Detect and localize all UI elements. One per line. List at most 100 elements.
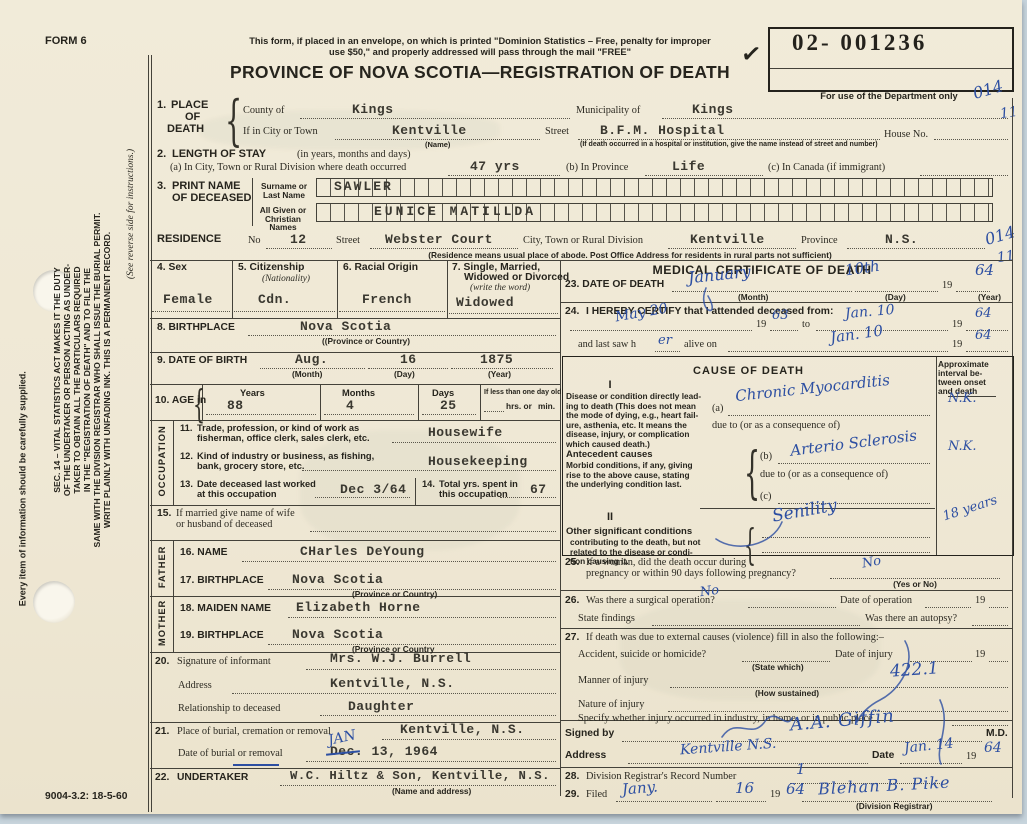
s15-label-2: or husband of deceased xyxy=(176,519,273,530)
bleed-through-smudge xyxy=(620,600,880,700)
cell-divider xyxy=(173,540,174,652)
s1-label-of: OF xyxy=(185,111,201,123)
s2b-value: Life xyxy=(672,159,706,174)
city-value: Kentville xyxy=(392,123,467,138)
line xyxy=(570,329,752,331)
line xyxy=(670,686,1008,688)
s24-last-saw-label: and last saw h xyxy=(578,339,637,350)
s2a-value: 47 yrs xyxy=(470,159,520,174)
s11-number: 11. xyxy=(180,423,193,433)
municipality-label: Municipality of xyxy=(576,105,641,116)
s24-label: I HEREBY CERTIFY that I attended decease… xyxy=(586,306,834,317)
line xyxy=(728,350,948,352)
age-min-label: min. xyxy=(538,401,556,411)
signed-19: 19 xyxy=(966,751,977,762)
age-days-value: 25 xyxy=(440,398,457,413)
cell-divider xyxy=(232,260,233,318)
line xyxy=(956,290,990,292)
line xyxy=(268,643,556,645)
handwritten-checkmark: ✓ xyxy=(739,39,763,70)
mother-birthplace-value: Nova Scotia xyxy=(292,627,384,642)
other-conditions-label: Other significant conditions xyxy=(566,526,693,537)
s10-brace: { xyxy=(193,382,206,426)
line xyxy=(248,334,556,336)
s27-how-note: (How sustained) xyxy=(755,688,820,698)
rule xyxy=(150,540,560,541)
line xyxy=(315,496,410,498)
birth-month-value: Aug. xyxy=(295,352,329,367)
s11-label-1: Trade, profession, or kind of work as xyxy=(197,423,360,433)
line xyxy=(206,413,316,415)
attended-from-year: 63 xyxy=(772,308,789,323)
line xyxy=(268,588,556,590)
cell-divider xyxy=(418,384,419,420)
interval-column-divider xyxy=(936,357,937,555)
line xyxy=(232,692,556,694)
given-names-label: All Given or Christian Names xyxy=(259,205,307,233)
s28-number: 28. xyxy=(565,771,580,782)
filed-day-value: 16 xyxy=(735,779,755,797)
residence-division-line xyxy=(668,247,796,249)
s27-ash-label: Accident, suicide or homicide? xyxy=(578,649,707,660)
s24-19b: 19 xyxy=(952,319,963,330)
s8-label: 8. BIRTHPLACE xyxy=(157,322,235,333)
s2b-line xyxy=(645,174,763,176)
s2c-line xyxy=(920,174,1008,176)
s3-label-2: OF DECEASED xyxy=(172,192,252,204)
house-no-line xyxy=(934,138,1008,140)
line xyxy=(306,760,556,762)
given-names-grid xyxy=(316,203,993,222)
s27-label: If death was due to external causes (vio… xyxy=(586,632,884,643)
line xyxy=(762,551,930,553)
antecedent-brace: { xyxy=(744,441,761,506)
s1-label-place: PLACE xyxy=(171,99,209,111)
signed-year-value: 64 xyxy=(984,740,1002,756)
stub-every-item-note: Every item of information should be care… xyxy=(17,371,28,607)
s2-number: 2. xyxy=(157,148,167,160)
occupation-side-label: OCCUPATION xyxy=(157,425,168,497)
roman-numeral-one: I xyxy=(608,379,612,391)
residence-province-line xyxy=(847,247,985,249)
s26-number: 26. xyxy=(565,595,580,606)
municipality-line xyxy=(662,117,1008,119)
mother-side-label: MOTHER xyxy=(157,599,168,647)
s5-note: (Nationality) xyxy=(262,274,311,284)
mother-name-value: Elizabeth Horne xyxy=(296,600,421,615)
s3-label-1: PRINT NAME xyxy=(172,180,241,192)
rule xyxy=(150,596,560,597)
cell-divider xyxy=(337,260,338,318)
city-label: If in City or Town xyxy=(243,126,318,137)
racial-origin-value: French xyxy=(362,292,412,307)
rule xyxy=(150,420,560,421)
s13-label-2: at this occupation xyxy=(197,489,277,499)
attended-to-value: Jan. 10 xyxy=(844,301,896,323)
s16-label: 16. NAME xyxy=(180,547,228,558)
rule xyxy=(560,767,1012,768)
burial-place-value: Kentville, N.S. xyxy=(400,722,525,737)
rule xyxy=(700,508,935,509)
rule xyxy=(150,768,560,769)
cell-divider xyxy=(173,420,174,505)
line xyxy=(616,800,712,802)
s8-note: ((Province or Country) xyxy=(322,336,411,346)
line xyxy=(966,329,1008,331)
mail-notice-line1: This form, if placed in an envelope, on … xyxy=(249,36,711,46)
operation-answer: No xyxy=(699,582,721,601)
s26-autopsy-label: Was there an autopsy? xyxy=(865,613,958,624)
date-label: Date xyxy=(872,750,895,761)
s7-label-2: Widowed or Divorced xyxy=(464,272,570,283)
s28-label: Division Registrar's Record Number xyxy=(586,771,737,782)
line xyxy=(324,413,414,415)
s12-label-1: Kind of industry or business, as fishing… xyxy=(197,451,375,461)
primary-cause-interval: N.K. xyxy=(948,391,977,406)
line xyxy=(900,762,962,764)
age-hrs-label: hrs. or xyxy=(506,401,532,411)
s2a-label: (a) In City, Town or Rural Division wher… xyxy=(170,162,407,173)
antecedent-sublabel: Morbid conditions, if any, giving rise t… xyxy=(566,460,693,490)
line xyxy=(816,329,948,331)
s24-to: to xyxy=(802,319,811,330)
serial-number-box xyxy=(768,27,1014,92)
s1-label-death: DEATH xyxy=(167,123,205,135)
s20-relation-label: Relationship to deceased xyxy=(178,703,281,714)
death-year-value: 64 xyxy=(975,261,995,279)
